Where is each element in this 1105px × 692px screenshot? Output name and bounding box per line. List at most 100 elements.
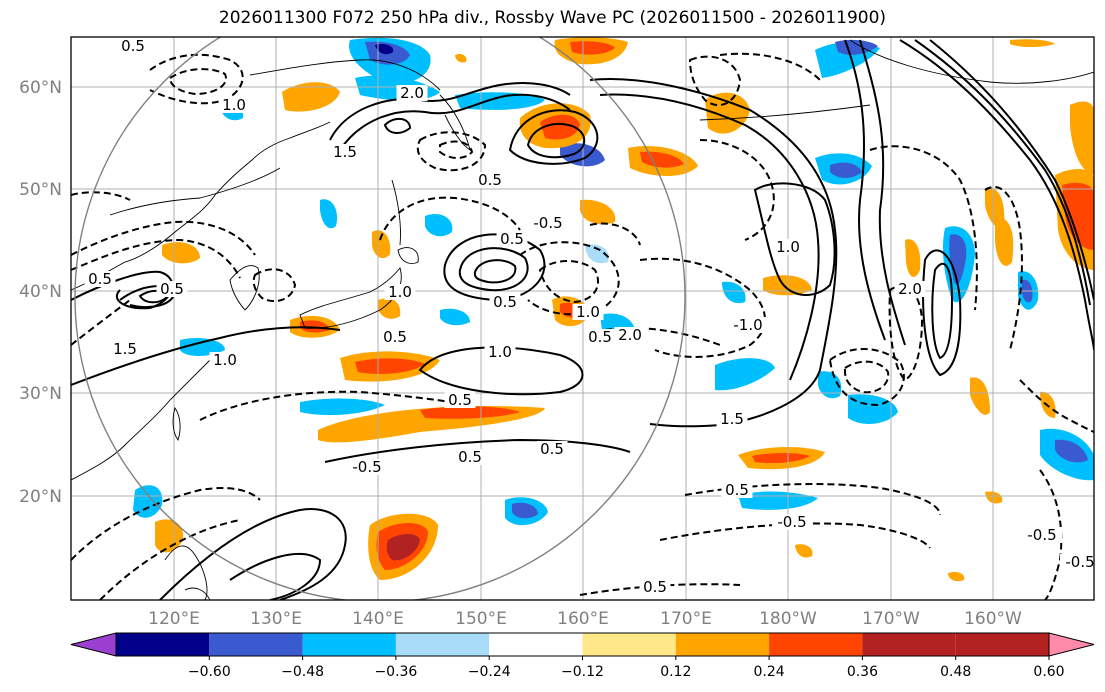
pos-area (795, 544, 813, 558)
colorbar-extend-high (1048, 632, 1095, 657)
pos-area (540, 114, 580, 140)
colorbar-tick-label: −0.12 (561, 664, 604, 680)
longitude-label: 120°E (148, 609, 200, 629)
neg-area (375, 43, 394, 55)
kamchatka (439, 94, 471, 151)
contour-label: -0.5 (777, 513, 806, 531)
contour-line (984, 185, 1023, 351)
neg-area (818, 371, 842, 399)
contour-line (914, 39, 1091, 306)
asia-coast (71, 121, 331, 291)
colorbar-segment (582, 633, 676, 656)
pos-area (1070, 101, 1094, 175)
contour-label: 0.5 (88, 270, 112, 288)
philippines (164, 545, 211, 600)
contour-label: 0.5 (725, 481, 749, 499)
contour-label: 0.5 (458, 448, 482, 466)
longitude-labels: 120°E 130°E 140°E 150°E 160°E 170°E 180°W 170°W… (148, 609, 1022, 629)
latitude-label: 50°N (19, 180, 62, 200)
contour-label: -1.0 (733, 316, 762, 334)
contour-label-bg (772, 514, 812, 530)
contour-line (699, 139, 775, 241)
contour-label: 0.5 (383, 328, 407, 346)
colorbar-segment (209, 633, 303, 656)
contour-label: -0.5 (352, 458, 381, 476)
pos-area (985, 491, 1003, 504)
longitude-label: 170°E (660, 609, 712, 629)
reference-circle (74, 37, 686, 600)
colorbar-segment (675, 633, 770, 656)
pos-area (282, 82, 340, 112)
contour-label-bg (379, 329, 411, 345)
contour-label-bg (84, 271, 116, 287)
neg-area (455, 92, 545, 110)
contour-line (844, 39, 886, 341)
contour-label-bg (1022, 527, 1062, 543)
contour-label-bg (109, 341, 141, 357)
contour-line (931, 263, 954, 360)
contour-label: 2.0 (400, 84, 424, 102)
colorbar-tick-label: 0.60 (1033, 664, 1064, 680)
contour-line (439, 140, 474, 159)
pos-area (580, 199, 616, 225)
contour-line (579, 583, 741, 596)
pos-area (355, 358, 425, 374)
contour-label: 1.5 (113, 340, 137, 358)
contour-line (329, 82, 571, 141)
colorbar-segment (302, 633, 396, 656)
contour-line (688, 55, 742, 107)
contour-line (869, 145, 978, 311)
contour-line (339, 93, 571, 151)
contour-label-bg (536, 441, 568, 457)
contour-label: -0.5 (1027, 526, 1056, 544)
contour-label-bg (716, 411, 748, 427)
contour-label-bg (894, 281, 926, 297)
contour-label-bg (454, 449, 486, 465)
contour-label: 1.0 (776, 238, 800, 256)
pos-area (995, 217, 1014, 266)
colorbar-segment (116, 633, 210, 656)
coastlines (71, 39, 1094, 600)
contour-label: 1.0 (222, 96, 246, 114)
contour-label-bg (584, 329, 616, 345)
pos-area (985, 187, 1005, 228)
contour-line (418, 346, 584, 396)
contour-line (659, 522, 931, 549)
contour-line (753, 182, 836, 297)
pos-area (378, 298, 401, 319)
contour-line (719, 52, 821, 81)
longitude-label: 180°W (759, 609, 817, 629)
colorbar-segment (489, 633, 583, 656)
map-title: 2026011300 F072 250 hPa div., Rossby Wav… (218, 8, 887, 28)
contour-label-bg (721, 482, 753, 498)
contour-label: 0.5 (588, 328, 612, 346)
japan-honshu (299, 267, 402, 329)
pos-area (1010, 39, 1055, 47)
contour-label: 1.0 (213, 351, 237, 369)
latitude-label: 20°N (19, 487, 62, 507)
longitude-label: 170°W (862, 609, 920, 629)
colorbar-tick-label: −0.24 (468, 664, 511, 680)
contour-label: 1.0 (388, 283, 412, 301)
contour-line (639, 257, 766, 358)
contour-line (71, 487, 261, 561)
contour-label-bg (384, 284, 416, 300)
neg-area (300, 398, 385, 416)
contour-label: 1.0 (488, 343, 512, 361)
contour-line (379, 196, 521, 241)
contour-label-bg (484, 344, 516, 360)
pos-area (455, 53, 467, 63)
neg-area (440, 308, 470, 326)
contour-label: 1.0 (576, 303, 600, 321)
china-coast (71, 354, 216, 481)
contour-label: 0.5 (493, 293, 517, 311)
contour-line (922, 249, 962, 377)
colorbar-segment (955, 633, 1049, 656)
colorbar: −0.60 −0.48 −0.36 −0.24 −0.12 0.12 0.24 0.36 0.4… (70, 632, 1095, 680)
contour-label-bg (639, 579, 671, 595)
pos-area (948, 571, 965, 582)
colorbar-tick-label: 0.12 (660, 664, 691, 680)
pos-area (905, 239, 921, 277)
contour-label-bg (728, 317, 768, 333)
